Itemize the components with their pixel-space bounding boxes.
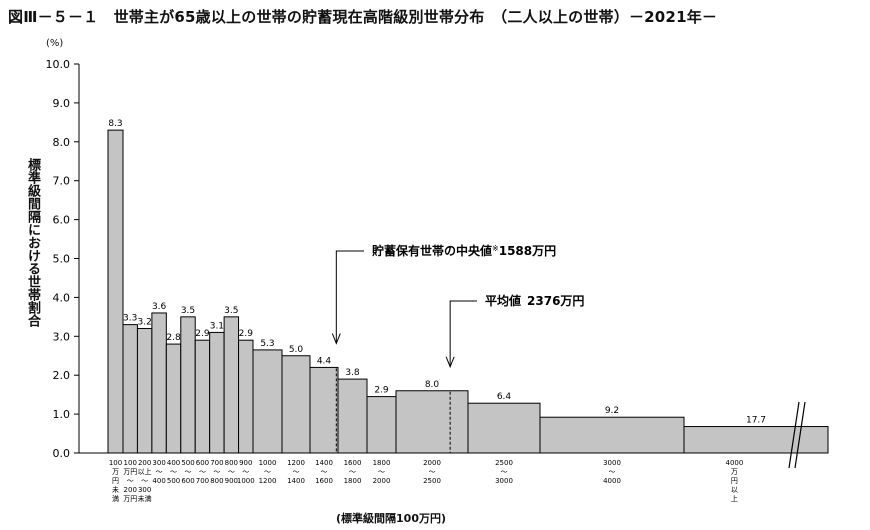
bar	[238, 339, 254, 454]
chart-title: 図Ⅲ－５－１ 世帯主が65歳以上の世帯の貯蓄現在高階級別世帯分布 （二人以上の世…	[8, 8, 718, 26]
x-tick-label: 700 ～ 800	[210, 459, 223, 485]
bar-value-label: 8.0	[425, 380, 440, 390]
bar	[395, 390, 469, 454]
median-arrow-head	[331, 333, 341, 345]
bar	[366, 396, 397, 454]
bar-value-label: 2.9	[195, 329, 210, 339]
x-tick-label: 300 ～ 400	[152, 459, 165, 485]
x-tick-label: 2500 ～ 3000	[495, 459, 513, 485]
y-tick-label: 2.0	[53, 369, 71, 382]
y-tick-label: 6.0	[53, 214, 71, 227]
bar-value-label: 3.5	[181, 306, 195, 316]
bar	[309, 366, 339, 454]
x-tick-label: 800 ～ 900	[225, 459, 238, 485]
bar	[151, 312, 167, 454]
y-tick-label: 3.0	[53, 330, 71, 343]
bar	[209, 331, 225, 454]
bar	[136, 328, 153, 454]
mean-annotation-label: 平均値 2376万円	[485, 293, 584, 308]
bar	[107, 129, 124, 454]
bar-value-label: 3.3	[123, 314, 137, 324]
x-tick-label: 4000 万円以上	[725, 459, 743, 503]
axis-break-mark	[794, 401, 806, 469]
mean-leader-line	[449, 300, 477, 367]
bar	[252, 349, 283, 454]
y-tick-label: 5.0	[53, 253, 71, 266]
axis-break-mark	[788, 401, 800, 469]
x-tick-label: 1000 ～ 1200	[259, 459, 277, 485]
bar-value-label: 3.1	[210, 321, 224, 331]
y-tick-label: 8.0	[53, 136, 71, 149]
x-tick-label: 900 ～ 1000	[237, 459, 255, 485]
x-tick-label: 100 万円未満	[109, 459, 122, 503]
y-tick-label: 9.0	[53, 97, 71, 110]
median-annotation-label: 貯蓄保有世帯の中央値※1588万円	[372, 243, 556, 258]
median-leader-line	[335, 250, 364, 344]
y-axis-label: 標準級間隔における世帯割合	[25, 158, 40, 327]
y-tick-label: 1.0	[53, 408, 71, 421]
bar	[281, 355, 311, 454]
bar	[539, 416, 685, 454]
x-tick-label: 1400 ～ 1600	[315, 459, 333, 485]
y-tick-label: 4.0	[53, 291, 71, 304]
bar	[337, 378, 368, 454]
bar	[683, 426, 829, 454]
bar-value-label: 3.8	[345, 368, 360, 378]
x-tick-label: 1600 ～ 1800	[344, 459, 362, 485]
x-tick-label: 2000 ～ 2500	[423, 459, 441, 485]
x-tick-label: 100 万円～ 200 万円	[123, 459, 137, 503]
bar-value-label: 2.9	[374, 386, 389, 396]
bar	[165, 343, 182, 454]
x-tick-label: 500 ～ 600	[181, 459, 194, 485]
bar	[223, 316, 240, 454]
x-tick-label: 3000 ～ 4000	[603, 459, 621, 485]
bar-value-label: 2.8	[166, 333, 181, 343]
bar-value-label: 5.3	[260, 339, 274, 349]
bar	[194, 339, 211, 454]
x-tick-label: 200 以上～ 300 未満	[138, 459, 152, 503]
y-tick-label: 10.0	[46, 58, 71, 71]
bar	[467, 402, 541, 454]
x-axis-label: (標準級間隔100万円)	[336, 512, 447, 525]
bar-value-label: 17.7	[746, 416, 766, 426]
bar-value-label: 5.0	[289, 345, 304, 355]
bar-value-label: 8.3	[108, 119, 122, 129]
mean-arrow-head	[445, 356, 455, 369]
y-tick-label: 0.0	[53, 447, 71, 460]
bar	[180, 316, 196, 454]
bar	[122, 324, 138, 454]
y-tick-label: 7.0	[53, 175, 71, 188]
x-tick-label: 1200 ～ 1400	[287, 459, 305, 485]
x-tick-label: 1800 ～ 2000	[373, 459, 391, 485]
bar-value-label: 3.2	[138, 318, 152, 328]
bar-value-label: 2.9	[239, 329, 254, 339]
bar-value-label: 4.4	[317, 356, 332, 366]
bar-value-label: 9.2	[605, 406, 619, 416]
x-tick-label: 400 ～ 500	[167, 459, 180, 485]
bar-value-label: 6.4	[497, 392, 512, 402]
bar-value-label: 3.5	[224, 306, 238, 316]
bar-value-label: 3.6	[152, 302, 167, 312]
x-tick-label: 600 ～ 700	[196, 459, 209, 485]
y-axis-unit: (%)	[46, 38, 64, 49]
